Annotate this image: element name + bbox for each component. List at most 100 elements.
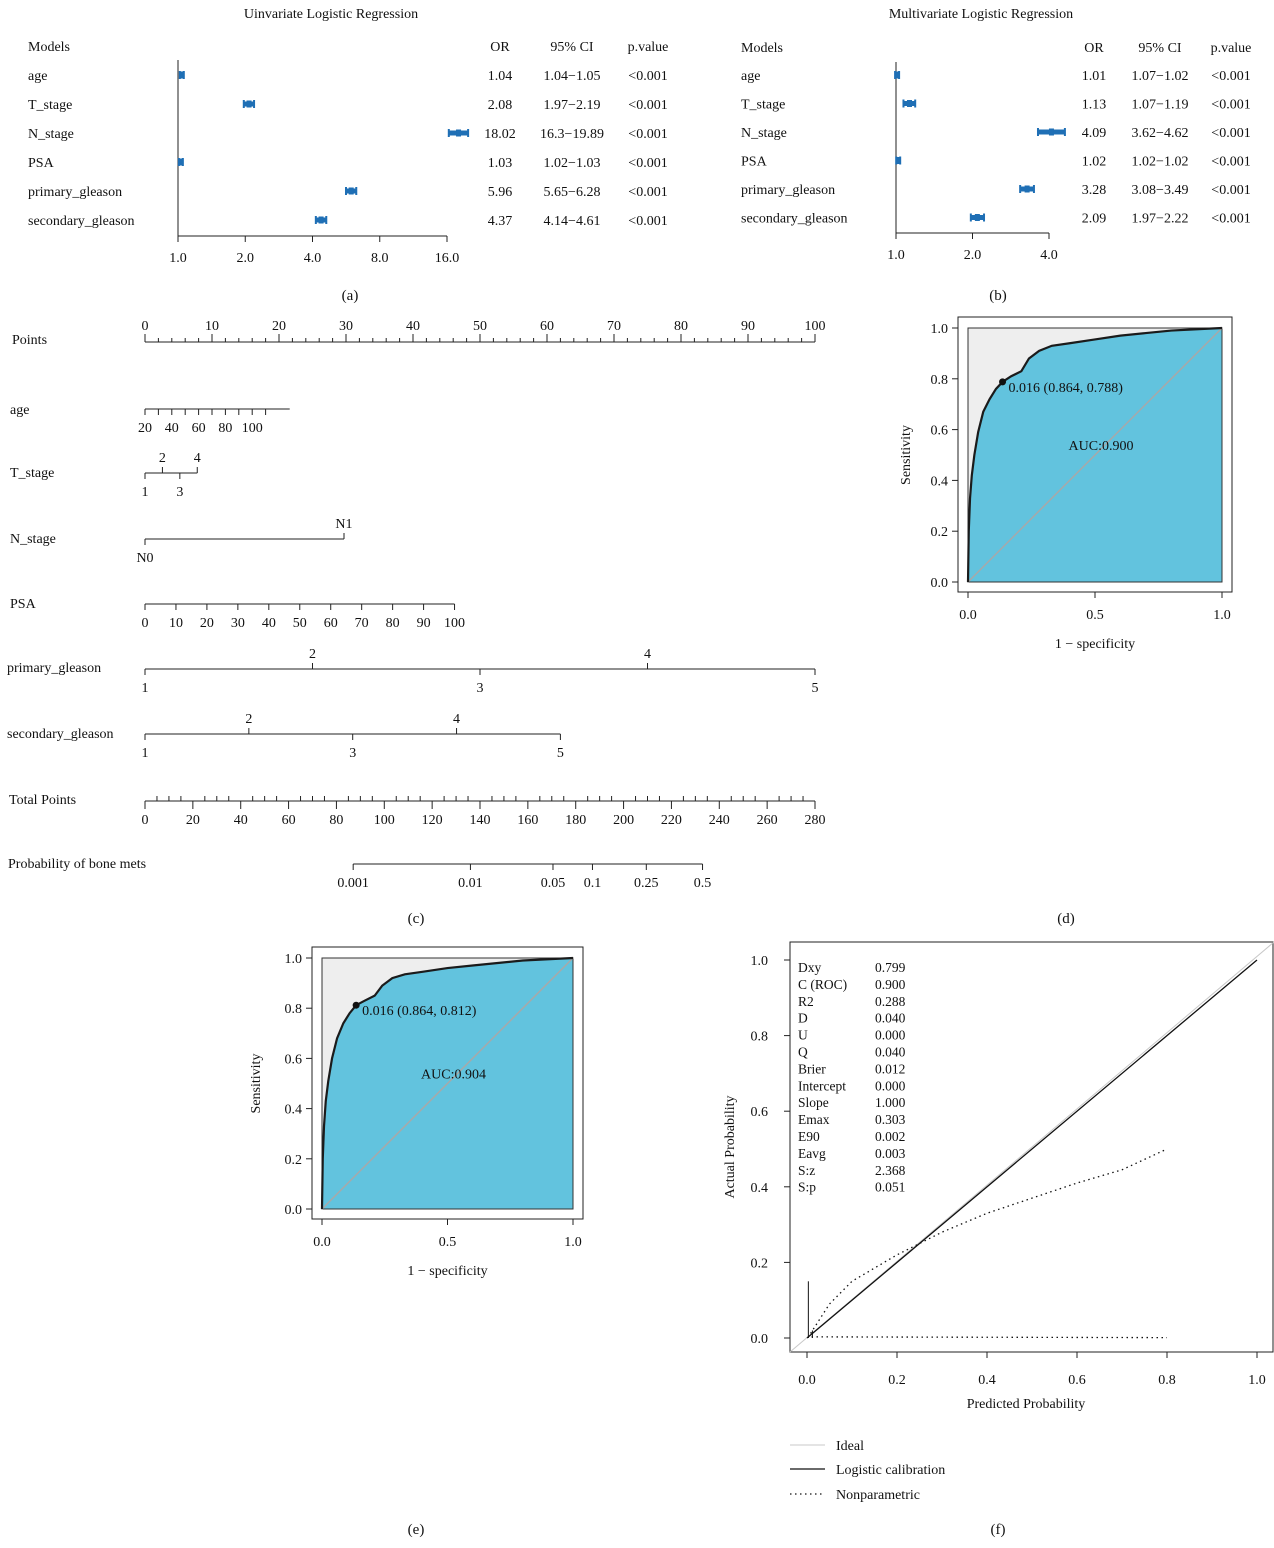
total-points-tick-label: 60: [282, 813, 296, 828]
row-label: T_stage: [28, 98, 72, 113]
stat-name: C (ROC): [798, 977, 847, 992]
stat-value: 0.051: [875, 1180, 905, 1195]
column-header-p: p.value: [1211, 41, 1252, 56]
total-points-label: Total Points: [9, 793, 76, 808]
logistic-calibration-line: [806, 959, 1258, 1339]
y-tick-label: 0.0: [285, 1203, 303, 1218]
row-ci: 1.07−1.19: [1132, 98, 1189, 113]
variable-tick-label: 5: [812, 681, 819, 696]
diagonal-line: [321, 957, 574, 1210]
stat-value: 0.002: [875, 1129, 905, 1144]
points-tick-label: 70: [607, 319, 621, 334]
x-tick-label: 0.2: [888, 1373, 906, 1388]
x-tick-label: 2.0: [237, 251, 255, 266]
probability-tick-label: 0.1: [584, 876, 602, 891]
variable-tick-label: 5: [557, 746, 564, 761]
y-tick-label: 0.2: [751, 1256, 769, 1271]
row-or: 2.09: [1082, 212, 1107, 227]
points-tick-label: 50: [473, 319, 487, 334]
stat-name: R2: [798, 994, 814, 1009]
variable-tick-label: 4: [453, 712, 460, 727]
y-tick-label: 0.2: [285, 1153, 303, 1168]
row-or: 3.28: [1082, 183, 1107, 198]
row-p: <0.001: [628, 156, 667, 171]
row-or: 1.04: [488, 69, 513, 84]
total-points-tick-label: 100: [374, 813, 395, 828]
probability-tick-label: 0.5: [694, 876, 712, 891]
y-axis-label: Sensitivity: [249, 1054, 264, 1114]
variable-tick-label: 20: [138, 421, 152, 436]
ideal-line: [789, 941, 1274, 1353]
variable-tick-label: 1: [142, 746, 149, 761]
row-p: <0.001: [628, 185, 667, 200]
variable-tick-label: 60: [192, 421, 206, 436]
stat-name: Intercept: [798, 1078, 846, 1093]
row-p: <0.001: [1211, 183, 1250, 198]
stat-value: 0.000: [875, 1028, 906, 1043]
total-points-tick-label: 260: [757, 813, 778, 828]
variable-tick-label: 40: [262, 616, 276, 631]
probability-label: Probability of bone mets: [8, 857, 146, 872]
stat-value: 0.303: [875, 1112, 906, 1127]
or-marker: [1024, 185, 1030, 193]
row-p: <0.001: [628, 69, 667, 84]
roc-plot-4: 0.016 (0.864, 0.812) AUC:0.904 0.0 0.5 1.0 0.…: [249, 946, 584, 1279]
x-tick-label: 0.4: [978, 1373, 996, 1388]
row-or: 1.13: [1082, 98, 1107, 113]
or-marker: [179, 71, 185, 79]
variable-tick-label: 100: [242, 421, 263, 436]
panel-label-a: (a): [342, 288, 359, 304]
row-or: 1.03: [488, 156, 513, 171]
stat-name: S:z: [798, 1163, 815, 1178]
threshold-label: 0.016 (0.864, 0.812): [362, 1004, 477, 1019]
panel-label-f: (f): [991, 1522, 1006, 1538]
legend-label: Logistic calibration: [836, 1463, 945, 1478]
row-label: secondary_gleason: [28, 214, 135, 229]
x-tick-label: 0.8: [1158, 1373, 1176, 1388]
or-marker: [895, 157, 901, 164]
probability-tick-label: 0.25: [634, 876, 659, 891]
variable-label: age: [10, 403, 29, 418]
x-tick-label: 8.0: [371, 251, 389, 266]
variable-tick-label: 60: [324, 616, 338, 631]
variable-tick-label: 3: [176, 485, 183, 500]
x-axis-label: 1 − specificity: [1055, 637, 1135, 652]
variable-tick-label: 3: [349, 746, 356, 761]
y-tick-label: 1.0: [931, 322, 949, 337]
x-tick-label: 0.0: [313, 1235, 331, 1250]
x-axis-label: Predicted Probability: [967, 1397, 1086, 1412]
panel-label-b: (b): [989, 288, 1007, 304]
points-tick-label: 100: [805, 319, 826, 334]
row-label: secondary_gleason: [741, 212, 848, 227]
row-or: 5.96: [488, 185, 513, 200]
points-label: Points: [12, 333, 47, 348]
row-ci: 16.3−19.89: [540, 127, 604, 142]
stat-name: Dxy: [798, 960, 821, 975]
variable-tick-label: N0: [136, 551, 153, 566]
x-tick-label: 4.0: [304, 251, 322, 266]
variable-tick-label: 0: [142, 616, 149, 631]
row-p: <0.001: [628, 127, 667, 142]
threshold-point: [999, 378, 1007, 386]
plot-frame: [789, 941, 1274, 1353]
total-points-tick-label: 140: [470, 813, 491, 828]
row-ci: 1.97−2.22: [1132, 212, 1189, 227]
x-axis-label: 1 − specificity: [407, 1264, 487, 1279]
x-tick-label: 4.0: [1040, 248, 1058, 263]
total-points-tick-label: 180: [565, 813, 586, 828]
variable-tick-label: 3: [477, 681, 484, 696]
variable-tick-label: 100: [444, 616, 465, 631]
plot-border: [967, 327, 1223, 583]
threshold-label: 0.016 (0.864, 0.788): [1009, 381, 1124, 396]
variable-tick-label: 70: [355, 616, 369, 631]
points-tick-label: 30: [339, 319, 353, 334]
total-points-tick-label: 0: [142, 813, 149, 828]
probability-tick-label: 0.001: [337, 876, 369, 891]
points-tick-label: 80: [674, 319, 688, 334]
row-or: 18.02: [484, 127, 516, 142]
column-header-ci: 95% CI: [1138, 41, 1182, 56]
or-marker: [974, 214, 980, 221]
y-axis-label: Sensitivity: [899, 425, 914, 485]
roc-curve: [966, 326, 1223, 583]
